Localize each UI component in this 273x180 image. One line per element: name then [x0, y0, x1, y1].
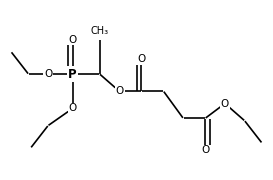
Text: P: P: [68, 68, 77, 80]
Text: O: O: [69, 35, 77, 45]
Text: P: P: [70, 69, 76, 79]
Text: O: O: [201, 145, 209, 155]
Text: O: O: [115, 86, 123, 96]
Text: O: O: [221, 98, 229, 109]
Text: O: O: [44, 69, 52, 79]
Text: O: O: [137, 54, 146, 64]
Text: O: O: [69, 103, 77, 113]
Text: CH₃: CH₃: [91, 26, 109, 36]
